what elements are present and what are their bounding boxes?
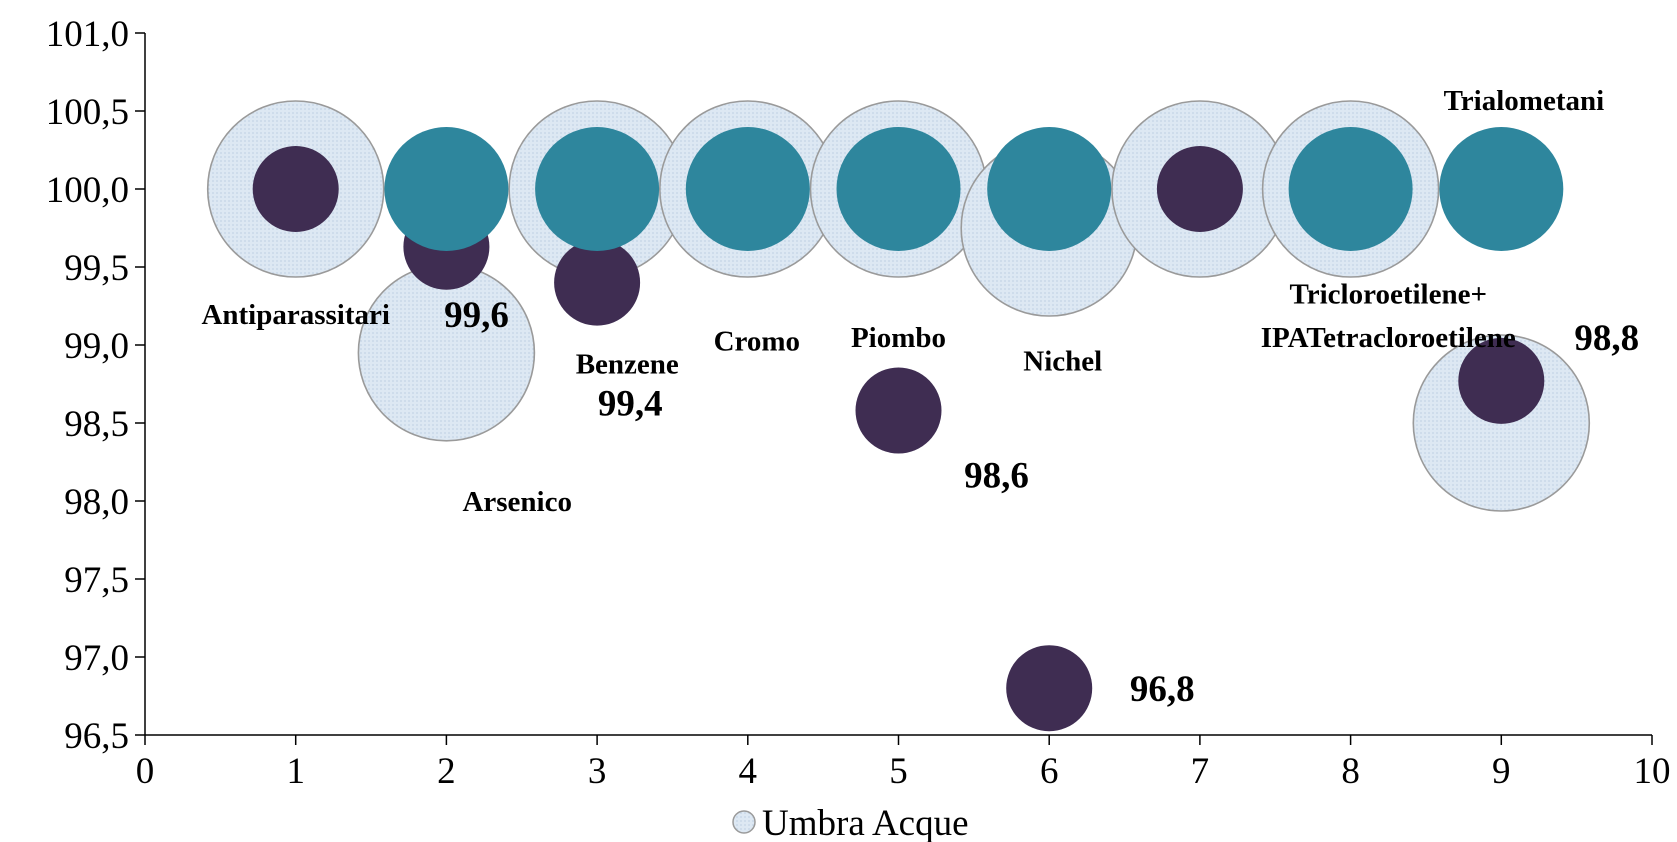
value-label: 99,4 — [598, 384, 663, 425]
teal-bubble-point — [1288, 127, 1413, 251]
category-label: Tricloroetilene+ — [1290, 279, 1487, 311]
y-tick-label: 98,5 — [64, 404, 129, 445]
legend-swatch — [732, 810, 756, 834]
y-tick-label: 100,5 — [46, 92, 129, 133]
category-label: Trialometani — [1444, 85, 1605, 117]
dark-bubble-point — [1006, 645, 1093, 732]
category-label-layer: Antiparassitari Arsenico Benzene Cromo Piomb… — [201, 85, 1604, 518]
dark-bubble-point — [252, 146, 339, 232]
x-tick-label: 3 — [588, 751, 607, 792]
teal-bubble-layer — [384, 127, 1564, 251]
category-label: IPATetracloroetilene — [1261, 322, 1516, 354]
x-tick-label: 1 — [286, 751, 305, 792]
x-tick-label: 10 — [1634, 751, 1671, 792]
teal-bubble-point — [987, 127, 1112, 251]
y-tick-label: 98,0 — [64, 482, 129, 523]
teal-bubble-point — [836, 127, 961, 251]
teal-bubble-point — [1439, 127, 1564, 251]
y-tick-label: 96,5 — [64, 716, 129, 757]
dark-bubble-point — [1156, 146, 1243, 232]
category-label: Antiparassitari — [201, 299, 390, 331]
value-label: 96,8 — [1130, 669, 1195, 710]
value-label-layer: 99,6 99,4 98,6 96,8 98,8 — [444, 295, 1639, 710]
light-bubble-point — [357, 263, 536, 442]
y-tick-label: 99,0 — [64, 326, 129, 367]
teal-bubble-point — [535, 127, 660, 251]
teal-bubble-point — [685, 127, 810, 251]
category-label: Nichel — [1023, 346, 1102, 378]
y-tick-label: 99,5 — [64, 248, 129, 289]
category-label: Benzene — [576, 349, 679, 381]
x-tick-label: 6 — [1040, 751, 1059, 792]
y-tick-label: 100,0 — [46, 170, 129, 211]
value-label: 99,6 — [444, 295, 509, 336]
legend-label: Umbra Acque — [762, 803, 969, 842]
y-tick-label: 97,0 — [64, 638, 129, 679]
category-label: Arsenico — [462, 486, 572, 518]
value-label: 98,6 — [964, 455, 1029, 496]
y-tick-label: 101,0 — [46, 14, 129, 55]
y-tick-label: 97,5 — [64, 560, 129, 601]
value-label: 98,8 — [1574, 318, 1639, 359]
dark-bubble-point — [1458, 337, 1545, 424]
dark-bubble-point — [855, 367, 942, 454]
category-label: Piombo — [851, 322, 946, 354]
x-tick-label: 7 — [1191, 751, 1210, 792]
teal-bubble-point — [384, 127, 509, 251]
category-label: Cromo — [714, 325, 800, 357]
x-tick-label: 2 — [437, 751, 456, 792]
axes: 96,597,097,598,098,599,099,5100,0100,510… — [46, 14, 1671, 792]
x-tick-label: 9 — [1492, 751, 1511, 792]
legend: Umbra Acque — [732, 803, 969, 842]
x-tick-label: 8 — [1341, 751, 1360, 792]
x-tick-label: 4 — [739, 751, 758, 792]
dark-bubble-point — [554, 239, 641, 326]
x-tick-label: 0 — [136, 751, 155, 792]
x-tick-label: 5 — [889, 751, 908, 792]
light-bubble-layer — [206, 100, 1591, 512]
